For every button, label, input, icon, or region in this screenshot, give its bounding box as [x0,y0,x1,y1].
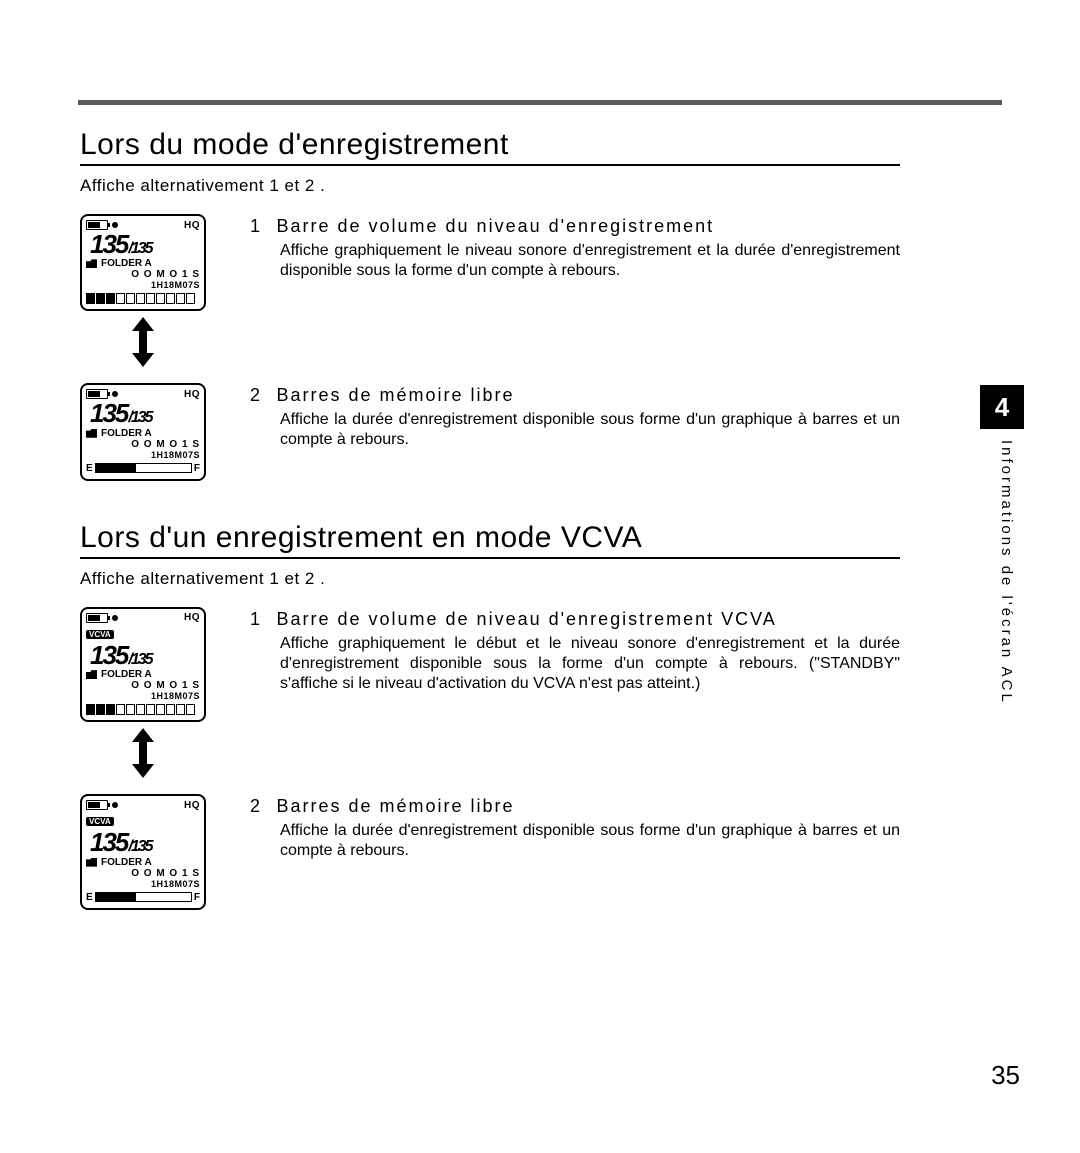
hq-label: HQ [184,612,200,623]
memory-bar-row: E F [86,463,200,474]
item-heading: 1 Barre de volume du niveau d'enregistre… [250,216,900,237]
folder-icon [86,858,97,867]
counter-digits: 135/135 [86,642,200,667]
item-title: Barres de mémoire libre [276,385,514,405]
remaining-time: 1H18M07S [86,280,200,290]
battery-icon [86,389,108,399]
text-column: 2 Barres de mémoire libre Affiche la dur… [230,794,900,861]
page-content: Lors du mode d'enregistrement Affiche al… [80,128,900,950]
remaining-time: 1H18M07S [86,691,200,701]
lcd-screen: HQ 135/135 FOLDER A O O M O 1 S 1H18M07S [80,214,206,311]
item-number: 1 [250,216,262,236]
record-dot-icon [112,615,118,621]
section-subtitle: Affiche alternativement 1 et 2 . [80,569,900,589]
lcd-screen: HQ VCVA 135/135 FOLDER A O O M O 1 S 1H1… [80,794,206,909]
item-heading: 2 Barres de mémoire libre [250,796,900,817]
hq-label: HQ [184,389,200,400]
elapsed-time: O O M O 1 S [86,439,200,450]
item-title: Barre de volume de niveau d'enregistreme… [276,609,776,629]
level-bar [86,293,200,304]
side-label: Informations de l'écran ACL [998,440,1015,705]
item-body: Affiche graphiquement le niveau sonore d… [250,241,900,281]
record-dot-icon [112,222,118,228]
updown-arrow-icon [80,311,206,373]
elapsed-time: O O M O 1 S [86,680,200,691]
folder-row: FOLDER A [86,258,200,269]
chapter-number: 4 [995,392,1009,423]
record-dot-icon [112,802,118,808]
item-row: HQ VCVA 135/135 FOLDER A O O M O 1 S 1H1… [80,607,900,784]
e-label: E [86,892,93,903]
vcva-badge: VCVA [86,817,114,826]
folder-label: FOLDER A [101,857,152,868]
top-rule [78,100,1002,105]
item-row: HQ 135/135 FOLDER A O O M O 1 S 1H18M07S… [80,214,900,373]
item-number: 2 [250,385,262,405]
lcd-screen: HQ 135/135 FOLDER A O O M O 1 S 1H18M07S… [80,383,206,480]
updown-arrow-icon [80,722,206,784]
f-label: F [194,463,200,474]
text-column: 1 Barre de volume de niveau d'enregistre… [230,607,900,694]
f-label: F [194,892,200,903]
item-title: Barres de mémoire libre [276,796,514,816]
elapsed-time: O O M O 1 S [86,269,200,280]
item-body: Affiche la durée d'enregistrement dispon… [250,821,900,861]
remaining-time: 1H18M07S [86,879,200,889]
counter-digits: 135/135 [86,829,200,854]
battery-icon [86,800,108,810]
folder-icon [86,259,97,268]
section-subtitle: Affiche alternativement 1 et 2 . [80,176,900,196]
elapsed-time: O O M O 1 S [86,868,200,879]
item-body: Affiche graphiquement le début et le niv… [250,634,900,694]
memory-bar [95,892,192,902]
section: Lors du mode d'enregistrement Affiche al… [80,128,900,481]
item-title: Barre de volume du niveau d'enregistreme… [276,216,714,236]
lcd-screen: HQ VCVA 135/135 FOLDER A O O M O 1 S 1H1… [80,607,206,722]
text-column: 2 Barres de mémoire libre Affiche la dur… [230,383,900,450]
lcd-column: HQ 135/135 FOLDER A O O M O 1 S 1H18M07S [80,214,230,373]
battery-icon [86,613,108,623]
folder-label: FOLDER A [101,258,152,269]
counter-digits: 135/135 [86,231,200,256]
section: Lors d'un enregistrement en mode VCVA Af… [80,521,900,910]
lcd-column: HQ VCVA 135/135 FOLDER A O O M O 1 S 1H1… [80,794,230,909]
e-label: E [86,463,93,474]
item-row: HQ 135/135 FOLDER A O O M O 1 S 1H18M07S… [80,383,900,480]
battery-icon [86,220,108,230]
section-title: Lors d'un enregistrement en mode VCVA [80,521,900,559]
item-body: Affiche la durée d'enregistrement dispon… [250,410,900,450]
item-number: 2 [250,796,262,816]
folder-row: FOLDER A [86,669,200,680]
hq-label: HQ [184,220,200,231]
folder-row: FOLDER A [86,428,200,439]
memory-bar-row: E F [86,892,200,903]
counter-digits: 135/135 [86,400,200,425]
chapter-tab: 4 [980,385,1024,429]
remaining-time: 1H18M07S [86,450,200,460]
folder-row: FOLDER A [86,857,200,868]
item-heading: 1 Barre de volume de niveau d'enregistre… [250,609,900,630]
folder-label: FOLDER A [101,669,152,680]
lcd-column: HQ VCVA 135/135 FOLDER A O O M O 1 S 1H1… [80,607,230,784]
hq-label: HQ [184,800,200,811]
page-number: 35 [991,1060,1020,1091]
folder-icon [86,670,97,679]
level-bar [86,704,200,715]
item-row: HQ VCVA 135/135 FOLDER A O O M O 1 S 1H1… [80,794,900,909]
record-dot-icon [112,391,118,397]
folder-label: FOLDER A [101,428,152,439]
item-heading: 2 Barres de mémoire libre [250,385,900,406]
section-title: Lors du mode d'enregistrement [80,128,900,166]
text-column: 1 Barre de volume du niveau d'enregistre… [230,214,900,281]
folder-icon [86,429,97,438]
item-number: 1 [250,609,262,629]
memory-bar [95,463,192,473]
vcva-badge: VCVA [86,630,114,639]
lcd-column: HQ 135/135 FOLDER A O O M O 1 S 1H18M07S… [80,383,230,480]
